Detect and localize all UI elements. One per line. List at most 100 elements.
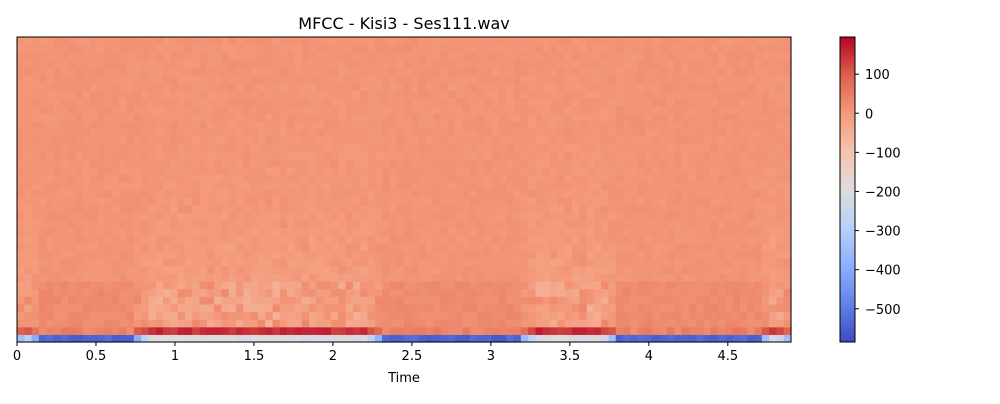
heatmap-cell (185, 220, 193, 228)
heatmap-cell (17, 174, 25, 182)
heatmap-cell (740, 281, 748, 289)
heatmap-cell (594, 151, 602, 159)
heatmap-cell (718, 90, 726, 98)
heatmap-cell (243, 243, 251, 251)
heatmap-cell (652, 37, 660, 45)
heatmap-cell (61, 90, 69, 98)
heatmap-cell (448, 45, 456, 53)
heatmap-cell (784, 106, 792, 114)
heatmap-cell (178, 334, 186, 342)
heatmap-cell (163, 98, 171, 106)
colorbar-tick-label: −500 (865, 303, 901, 318)
heatmap-cell (375, 182, 383, 190)
heatmap-cell (280, 144, 288, 152)
heatmap-cell (776, 136, 784, 144)
heatmap-cell (178, 98, 186, 106)
heatmap-cell (324, 289, 332, 297)
heatmap-cell (441, 83, 449, 91)
heatmap-cell (776, 182, 784, 190)
heatmap-cell (338, 251, 346, 259)
heatmap-cell (243, 174, 251, 182)
heatmap-cell (477, 243, 485, 251)
heatmap-cell (302, 83, 310, 91)
heatmap-cell (762, 212, 770, 220)
heatmap-cell (207, 289, 215, 297)
heatmap-cell (68, 182, 76, 190)
heatmap-cell (689, 129, 697, 137)
heatmap-cell (645, 190, 653, 198)
heatmap-cell (46, 129, 54, 137)
heatmap-cell (280, 60, 288, 68)
heatmap-cell (681, 312, 689, 320)
heatmap-cell (24, 212, 32, 220)
heatmap-cell (273, 312, 281, 320)
heatmap-cell (331, 235, 339, 243)
heatmap-cell (404, 52, 412, 60)
heatmap-cell (68, 304, 76, 312)
heatmap-cell (251, 159, 259, 167)
heatmap-cell (506, 121, 514, 129)
heatmap-cell (462, 159, 470, 167)
heatmap-cell (17, 121, 25, 129)
heatmap-cell (316, 151, 324, 159)
heatmap-cell (265, 190, 273, 198)
heatmap-cell (769, 90, 777, 98)
heatmap-cell (776, 167, 784, 175)
heatmap-cell (127, 281, 135, 289)
heatmap-cell (251, 136, 259, 144)
heatmap-cell (411, 190, 419, 198)
heatmap-cell (97, 281, 105, 289)
heatmap-cell (769, 312, 777, 320)
heatmap-cell (762, 106, 770, 114)
heatmap-cell (185, 37, 193, 45)
heatmap-cell (557, 289, 565, 297)
heatmap-cell (711, 319, 719, 327)
heatmap-cell (316, 98, 324, 106)
heatmap-cell (441, 136, 449, 144)
heatmap-cell (521, 83, 529, 91)
heatmap-cell (178, 266, 186, 274)
heatmap-cell (579, 60, 587, 68)
heatmap-cell (630, 235, 638, 243)
heatmap-cell (696, 212, 704, 220)
heatmap-cell (608, 327, 616, 335)
heatmap-cell (83, 251, 91, 259)
heatmap-cell (550, 144, 558, 152)
heatmap-cell (754, 197, 762, 205)
heatmap-cell (178, 174, 186, 182)
heatmap-cell (543, 289, 551, 297)
heatmap-cell (382, 273, 390, 281)
heatmap-cell (192, 304, 200, 312)
heatmap-cell (134, 75, 142, 83)
heatmap-cell (638, 83, 646, 91)
heatmap-cell (382, 144, 390, 152)
heatmap-cell (411, 251, 419, 259)
heatmap-cell (265, 68, 273, 76)
heatmap-cell (594, 212, 602, 220)
heatmap-cell (660, 312, 668, 320)
heatmap-cell (411, 220, 419, 228)
heatmap-cell (367, 121, 375, 129)
heatmap-cell (594, 197, 602, 205)
heatmap-cell (579, 334, 587, 342)
heatmap-cell (733, 90, 741, 98)
heatmap-cell (506, 220, 514, 228)
heatmap-cell (367, 205, 375, 213)
heatmap-cell (170, 113, 178, 121)
heatmap-cell (484, 296, 492, 304)
heatmap-cell (251, 197, 259, 205)
heatmap-cell (718, 129, 726, 137)
heatmap-cell (411, 212, 419, 220)
heatmap-cell (221, 327, 229, 335)
heatmap-cell (346, 60, 354, 68)
heatmap-cell (127, 52, 135, 60)
heatmap-cell (156, 45, 164, 53)
heatmap-cell (630, 174, 638, 182)
heatmap-cell (470, 273, 478, 281)
heatmap-cell (105, 334, 113, 342)
heatmap-cell (127, 273, 135, 281)
heatmap-cell (696, 75, 704, 83)
heatmap-cell (776, 258, 784, 266)
heatmap-cell (119, 273, 127, 281)
heatmap-cell (594, 273, 602, 281)
